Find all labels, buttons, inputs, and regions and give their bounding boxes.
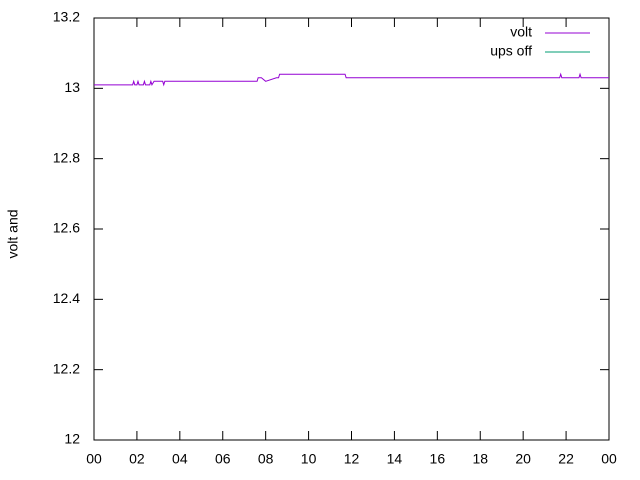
x-tick-label: 06: [215, 451, 231, 467]
x-tick-label: 00: [86, 451, 102, 467]
x-tick-label: 08: [258, 451, 274, 467]
x-tick-label: 12: [344, 451, 360, 467]
x-tick-label: 02: [129, 451, 145, 467]
legend-label: ups off: [490, 43, 532, 59]
x-tick-label: 10: [301, 451, 317, 467]
x-tick-label: 18: [472, 451, 488, 467]
y-tick-label: 13: [64, 79, 80, 95]
x-tick-label: 22: [558, 451, 574, 467]
y-tick-label: 12: [64, 431, 80, 447]
legend-label: volt: [510, 24, 532, 40]
series-line: [94, 72, 609, 87]
y-axis-label: volt and: [5, 209, 21, 258]
x-tick-label: 04: [172, 451, 188, 467]
x-tick-label: 00: [601, 451, 617, 467]
y-tick-label: 12.6: [53, 220, 80, 236]
x-tick-label: 16: [430, 451, 446, 467]
y-tick-label: 12.8: [53, 149, 80, 165]
x-tick-label: 20: [515, 451, 531, 467]
y-tick-label: 13.2: [53, 9, 80, 25]
y-tick-label: 12.4: [53, 290, 80, 306]
x-tick-label: 14: [387, 451, 403, 467]
y-tick-label: 12.2: [53, 360, 80, 376]
